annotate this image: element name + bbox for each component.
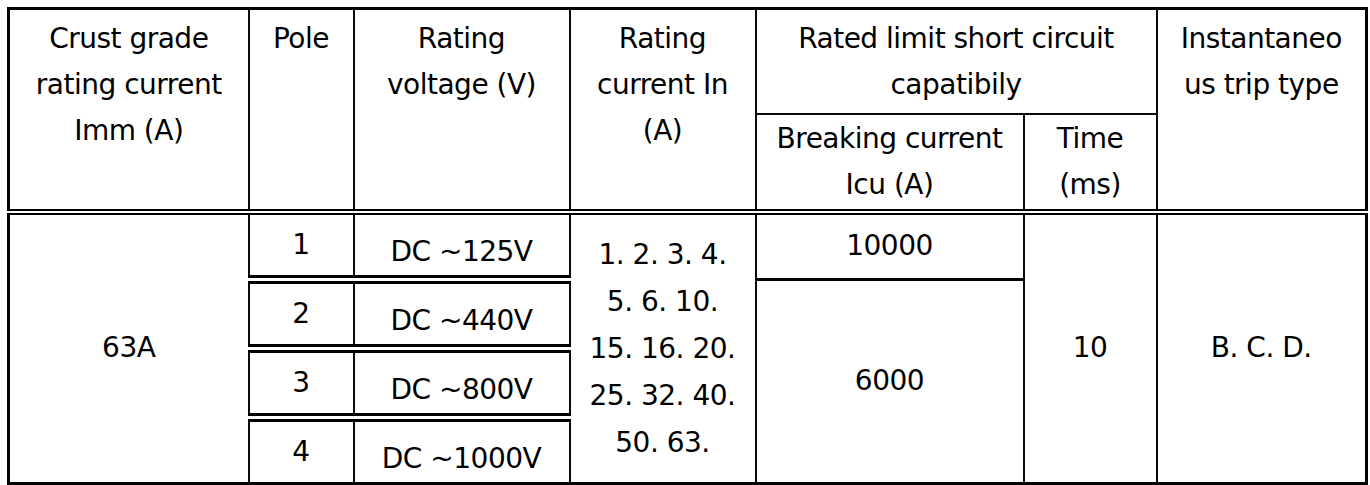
cell-voltage-pole-4: DC ~1000V bbox=[354, 417, 570, 483]
breaker-spec-table: Crust grade rating current Imm (A) Pole … bbox=[7, 7, 1368, 485]
header-breaking-current-icu: Breaking current Icu (A) bbox=[756, 114, 1024, 212]
cell-voltage-pole-2: DC ~440V bbox=[354, 279, 570, 348]
header-time-ms: Time (ms) bbox=[1024, 114, 1157, 212]
cell-pole-4: 4 bbox=[249, 417, 354, 483]
cell-crust-grade-value: 63A bbox=[9, 212, 249, 484]
cell-pole-1: 1 bbox=[249, 212, 354, 280]
header-crust-grade-rating-current: Crust grade rating current Imm (A) bbox=[9, 9, 249, 212]
header-rating-current-in: Rating current In (A) bbox=[570, 9, 756, 212]
header-rating-voltage: Rating voltage (V) bbox=[354, 9, 570, 212]
cell-pole-2: 2 bbox=[249, 279, 354, 348]
header-instantaneous-trip-type: Instantaneo us trip type bbox=[1157, 9, 1367, 212]
table-row: 63A 1 DC ~125V 1. 2. 3. 4. 5. 6. 10. 15.… bbox=[9, 212, 1367, 280]
cell-breaking-current-pole-2-4: 6000 bbox=[756, 279, 1024, 483]
cell-breaking-current-pole-1: 10000 bbox=[756, 212, 1024, 280]
cell-pole-3: 3 bbox=[249, 348, 354, 417]
spec-table-page: Crust grade rating current Imm (A) Pole … bbox=[0, 0, 1370, 485]
cell-time-value: 10 bbox=[1024, 212, 1157, 484]
header-short-circuit-group: Rated limit short circuit capatibily bbox=[756, 9, 1157, 114]
cell-trip-type-value: B. C. D. bbox=[1157, 212, 1367, 484]
cell-voltage-pole-3: DC ~800V bbox=[354, 348, 570, 417]
cell-voltage-pole-1: DC ~125V bbox=[354, 212, 570, 280]
cell-rating-current-values: 1. 2. 3. 4. 5. 6. 10. 15. 16. 20. 25. 32… bbox=[570, 212, 756, 484]
header-pole: Pole bbox=[249, 9, 354, 212]
